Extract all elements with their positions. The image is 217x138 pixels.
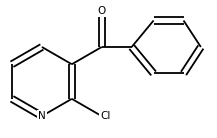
Text: N: N xyxy=(38,111,46,121)
Text: Cl: Cl xyxy=(100,111,110,121)
Text: O: O xyxy=(98,6,106,16)
